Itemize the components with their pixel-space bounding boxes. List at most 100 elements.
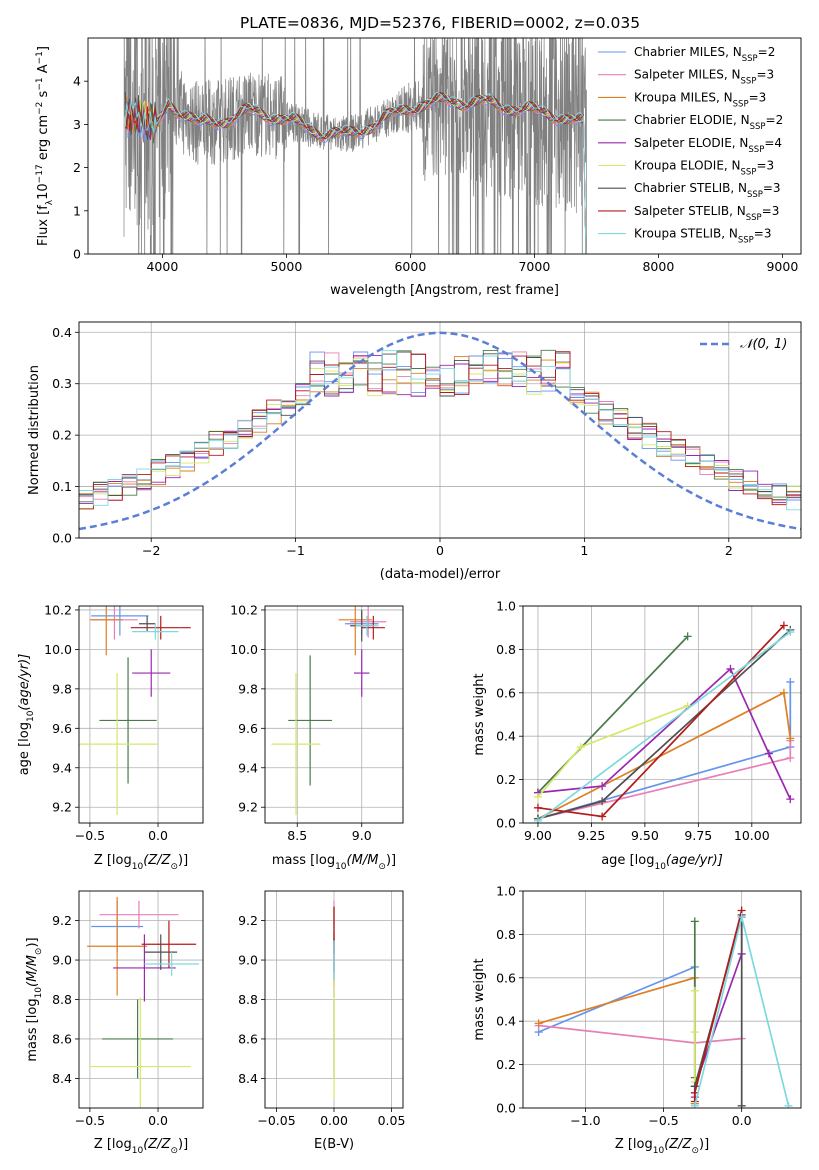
y-tick-label: 8.8 (238, 992, 258, 1007)
weight-marker (690, 917, 699, 926)
legend-label-sub: SSP (750, 122, 766, 132)
x-axis-label-part: 10 (653, 1146, 665, 1156)
y-tick-label: 9.2 (52, 800, 72, 815)
legend-label-main: Chabrier MILES, N (634, 45, 742, 59)
x-tick-label: −0.05 (257, 1113, 295, 1128)
axes-frame (264, 890, 404, 1109)
x-axis-label-part: 10 (132, 862, 144, 872)
y-tick-label: 1 (73, 203, 81, 218)
y-tick-label: 0.6 (496, 685, 516, 700)
plot-spectrum (123, 38, 587, 254)
x-tick-label: 9.75 (684, 828, 712, 843)
histogram-series-8 (79, 350, 801, 511)
legend-label-sub: SSP (738, 236, 754, 246)
x-axis-label-part: (Z/Z (143, 1137, 171, 1152)
y-tick-label: 8.4 (52, 1071, 72, 1086)
legend-label: Chabrier STELIB, NSSP=3 (634, 181, 781, 200)
y-tick-label: 0.2 (52, 428, 72, 443)
weight-marker (690, 1028, 699, 1037)
y-axis-label-part: erg cm (36, 115, 51, 164)
y-axis-label-part: )] (25, 937, 40, 947)
model-spectrum-6 (124, 91, 587, 254)
y-tick-label: 9.0 (238, 953, 258, 968)
data-point-4 (113, 934, 176, 1002)
data-point-3 (102, 999, 174, 1079)
x-tick-label: 0.0 (148, 1113, 168, 1128)
chart-z-age: −0.5 0.09.29.49.69.810.010.2Z [log10(Z/Z⊙… (17, 602, 204, 872)
data-point-7 (130, 615, 191, 640)
x-axis-label-part: (M/M (347, 853, 379, 868)
y-axis-label: age [log10(age/yr)] (17, 654, 36, 776)
y-tick-label: 0.1 (52, 479, 72, 494)
weight-marker (683, 632, 692, 641)
weight-marker (786, 753, 795, 762)
weight-marker (786, 795, 795, 804)
y-axis-label: Normed distribution (27, 365, 42, 495)
y-tick-label: 0 (73, 247, 81, 262)
x-tick-label: −0.5 (75, 828, 105, 843)
weight-marker (737, 913, 746, 922)
axes-frame (78, 605, 204, 824)
y-tick-label: 0.2 (496, 772, 516, 787)
x-tick-label: −0.5 (75, 1113, 105, 1128)
legend-label: Chabrier MILES, NSSP=2 (634, 45, 775, 64)
legend-label-main: Chabrier STELIB, N (634, 181, 747, 195)
legend-label: Chabrier ELODIE, NSSP=2 (634, 113, 783, 132)
data-point-8 (355, 615, 379, 636)
weight-marker (534, 1019, 543, 1028)
chart-layer: 4000 5000 6000 7000 8000 9000 0 1 2 3 4 wavelength … (17, 37, 802, 1156)
weight-marker (726, 664, 735, 673)
y-axis-label: mass weight (472, 673, 487, 755)
x-axis-label-part: Z [log (94, 1137, 132, 1152)
y-axis-label-part: −1 (35, 77, 45, 90)
x-axis-label-part: ⊙ (378, 862, 386, 872)
x-tick-label: 0 (436, 543, 444, 558)
y-tick-label: 2 (73, 160, 81, 175)
x-axis-label-part: ⊙ (170, 1146, 178, 1156)
y-axis-label-part: −17 (35, 164, 45, 183)
legend-label-sub: SSP (741, 77, 757, 87)
weight-marker (737, 1101, 746, 1108)
plot-z-weight (534, 906, 793, 1108)
figure-title: PLATE=0836, MJD=52376, FIBERID=0002, z=0… (240, 14, 640, 32)
weight-marker (786, 628, 795, 637)
data-point-4 (132, 649, 171, 697)
legend-label-tail: =2 (766, 113, 784, 127)
chart-ebv-mass: −0.05 0.00 0.05 8.4 8.6 8.8 9.0 9.2 E(B-V) (238, 890, 406, 1152)
legend-label-main: Salpeter MILES, N (634, 68, 741, 82)
x-tick-label: −0.5 (648, 1113, 678, 1128)
y-tick-label: 10.0 (230, 642, 258, 657)
chart-age-weight: 9.00 9.25 9.50 9.75 10.00 0.0 0.2 0.4 0.6 0.8 1.0 a… (472, 599, 802, 872)
weight-marker (786, 677, 795, 686)
y-axis-label-part: Flux [f (36, 205, 51, 246)
axes-frame (522, 890, 802, 1109)
x-axis-label: Z [log10(Z/Z⊙)] (615, 1137, 709, 1156)
x-tick-label: 4000 (146, 259, 178, 274)
x-axis-label-part: )] (386, 853, 396, 868)
grid-mass-age (265, 606, 403, 823)
x-tick-label: −1 (286, 543, 304, 558)
x-axis-label-part: 10 (335, 862, 347, 872)
x-tick-label: 5000 (270, 259, 302, 274)
plot-residuals (79, 331, 801, 531)
y-axis-label: mass [log10(M/M⊙)] (25, 937, 44, 1061)
legend-label-sub: SSP (748, 145, 764, 155)
weight-line (537, 631, 791, 822)
weight-marker (598, 782, 607, 791)
x-tick-label: 0.05 (378, 1113, 406, 1128)
data-point-4 (353, 649, 370, 697)
x-tick-label: 9000 (766, 259, 798, 274)
legend-label-sub: SSP (747, 190, 763, 200)
x-tick-label: −1.0 (570, 1113, 600, 1128)
y-tick-label: 0.0 (496, 1101, 516, 1116)
y-tick-label: 10.2 (44, 602, 72, 617)
legend-label: Salpeter ELODIE, NSSP=4 (634, 136, 782, 155)
legend-label: Salpeter MILES, NSSP=3 (634, 68, 774, 87)
x-axis-label: (data-model)/error (380, 567, 501, 582)
model-spectrum-8 (124, 91, 587, 254)
legend-label-main: Chabrier ELODIE, N (634, 113, 750, 127)
data-point-7 (361, 615, 385, 640)
x-axis-label-part: (Z/Z (664, 1137, 692, 1152)
y-axis-label-part: (M/M (25, 955, 40, 987)
x-axis-label-part: Z [log (94, 853, 132, 868)
